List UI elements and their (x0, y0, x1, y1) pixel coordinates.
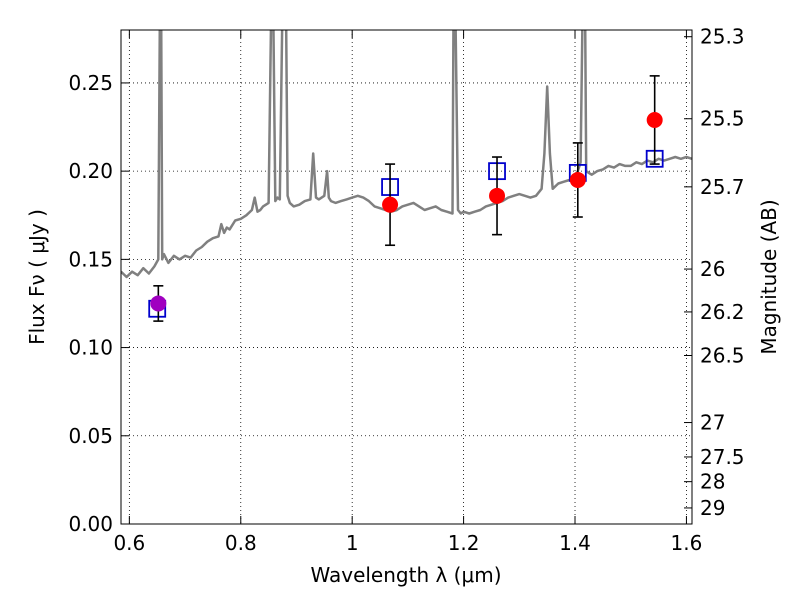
spectrum-layer (121, 30, 692, 279)
y-tick-label: 0.05 (68, 424, 113, 448)
y2-tick-label: 29 (700, 496, 725, 520)
measurement-point (150, 295, 167, 312)
y-tick-label: 0.25 (68, 71, 113, 95)
spectrum-line (121, 30, 692, 279)
x-tick-label: 1.6 (671, 531, 703, 555)
y-axis: 0.00 0.05 0.10 0.15 0.20 0.25 (68, 71, 129, 536)
measurement-point (569, 171, 586, 188)
x-tick-label: 0.8 (225, 531, 257, 555)
x-axis: 0.6 0.8 1 1.2 1.4 1.6 (113, 30, 702, 555)
y2-axis-title: Magnitude (AB) (757, 199, 781, 354)
measurement-point (489, 187, 506, 204)
measurement-point (382, 196, 399, 213)
y-tick-label: 0.15 (68, 247, 113, 271)
y2-tick-label: 28 (700, 470, 725, 494)
x-axis-title: Wavelength λ (μm) (310, 563, 501, 587)
measurement-point (646, 111, 663, 128)
x-tick-label: 0.6 (113, 531, 145, 555)
y-tick-label: 0.00 (68, 512, 113, 536)
x-tick-label: 1 (346, 531, 359, 555)
y2-tick-label: 26.2 (700, 300, 745, 324)
y2-tick-label: 25.3 (700, 25, 745, 49)
y-tick-label: 0.20 (68, 159, 113, 183)
x-tick-label: 1.2 (448, 531, 480, 555)
y-tick-label: 0.10 (68, 336, 113, 360)
marker-layer (148, 75, 664, 322)
x-tick-label: 1.4 (559, 531, 591, 555)
plot-frame (120, 29, 693, 525)
y2-tick-label: 26 (700, 257, 725, 281)
y-axis-title: Flux Fν ( μJy ) (25, 209, 49, 345)
y2-tick-label: 25.5 (700, 107, 745, 131)
y2-tick-label: 27 (700, 411, 725, 435)
plot-background (121, 30, 692, 524)
y2-tick-label: 25.7 (700, 175, 745, 199)
y2-tick-label: 26.5 (700, 344, 745, 368)
y2-tick-label: 27.5 (700, 445, 745, 469)
